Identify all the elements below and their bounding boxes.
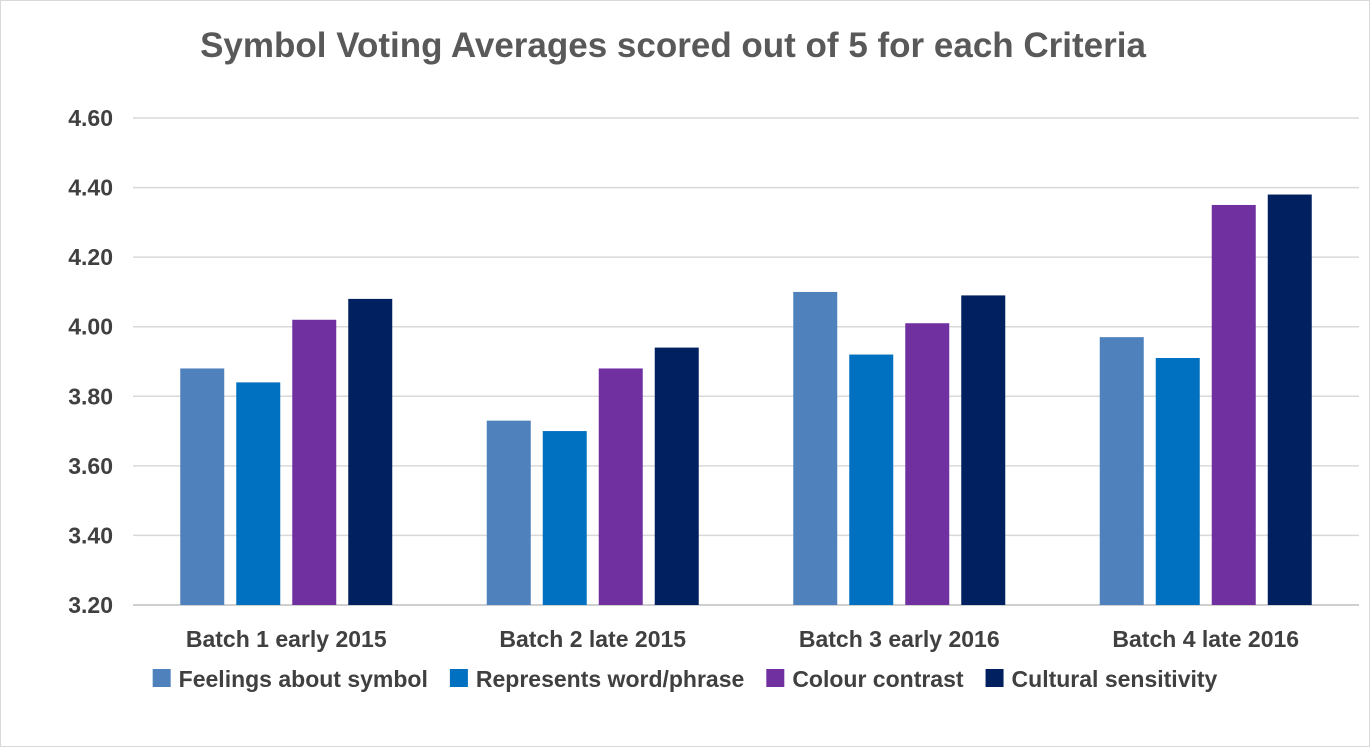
bar <box>654 347 699 605</box>
x-category-label: Batch 3 early 2016 <box>799 626 1000 652</box>
y-tick-label: 4.60 <box>68 105 113 131</box>
y-tick-label: 4.40 <box>68 175 113 201</box>
bar <box>793 291 838 605</box>
y-tick-label: 3.60 <box>68 453 113 479</box>
y-tick-label: 4.00 <box>68 314 113 340</box>
bar <box>1211 204 1256 605</box>
x-category-label: Batch 4 late 2016 <box>1112 626 1299 652</box>
legend-label: Represents word/phrase <box>476 666 744 692</box>
y-tick-label: 3.40 <box>68 522 113 548</box>
bar <box>542 431 587 605</box>
bar <box>236 382 281 605</box>
bar <box>180 368 225 605</box>
x-category-label: Batch 2 late 2015 <box>499 626 686 652</box>
legend-item: Represents word/phrase <box>449 666 744 692</box>
bar <box>905 323 950 605</box>
legend-label: Feelings about symbol <box>179 666 428 692</box>
bar <box>1267 194 1312 605</box>
bar <box>1099 337 1144 605</box>
legend-swatch <box>152 669 171 687</box>
bars <box>180 194 1312 605</box>
y-tick-label: 3.80 <box>68 383 113 409</box>
y-axis-ticks: 3.20 3.40 3.60 3.80 4.00 4.20 4.40 4.60 <box>68 105 113 618</box>
legend: Feelings about symbol Represents word/phr… <box>152 666 1218 692</box>
bar <box>292 319 337 605</box>
legend-swatch <box>985 669 1004 687</box>
legend-item: Feelings about symbol <box>152 666 428 692</box>
bar <box>961 295 1006 605</box>
bar <box>598 368 643 605</box>
y-tick-label: 4.20 <box>68 244 113 270</box>
legend-label: Colour contrast <box>792 666 964 692</box>
legend-swatch <box>449 669 468 687</box>
x-category-label: Batch 1 early 2015 <box>186 626 387 652</box>
legend-label: Cultural sensitivity <box>1012 666 1218 692</box>
y-tick-label: 3.20 <box>68 592 113 618</box>
x-axis-categories: Batch 1 early 2015 Batch 2 late 2015 Batch… <box>186 626 1299 652</box>
gridlines <box>133 117 1359 606</box>
bar <box>486 420 531 605</box>
legend-item: Cultural sensitivity <box>985 666 1218 692</box>
legend-item: Colour contrast <box>766 666 964 692</box>
bar <box>1155 358 1200 605</box>
bar <box>348 298 393 605</box>
bar <box>849 354 894 605</box>
legend-swatch <box>766 669 785 687</box>
chart-title: Symbol Voting Averages scored out of 5 f… <box>200 26 1146 65</box>
